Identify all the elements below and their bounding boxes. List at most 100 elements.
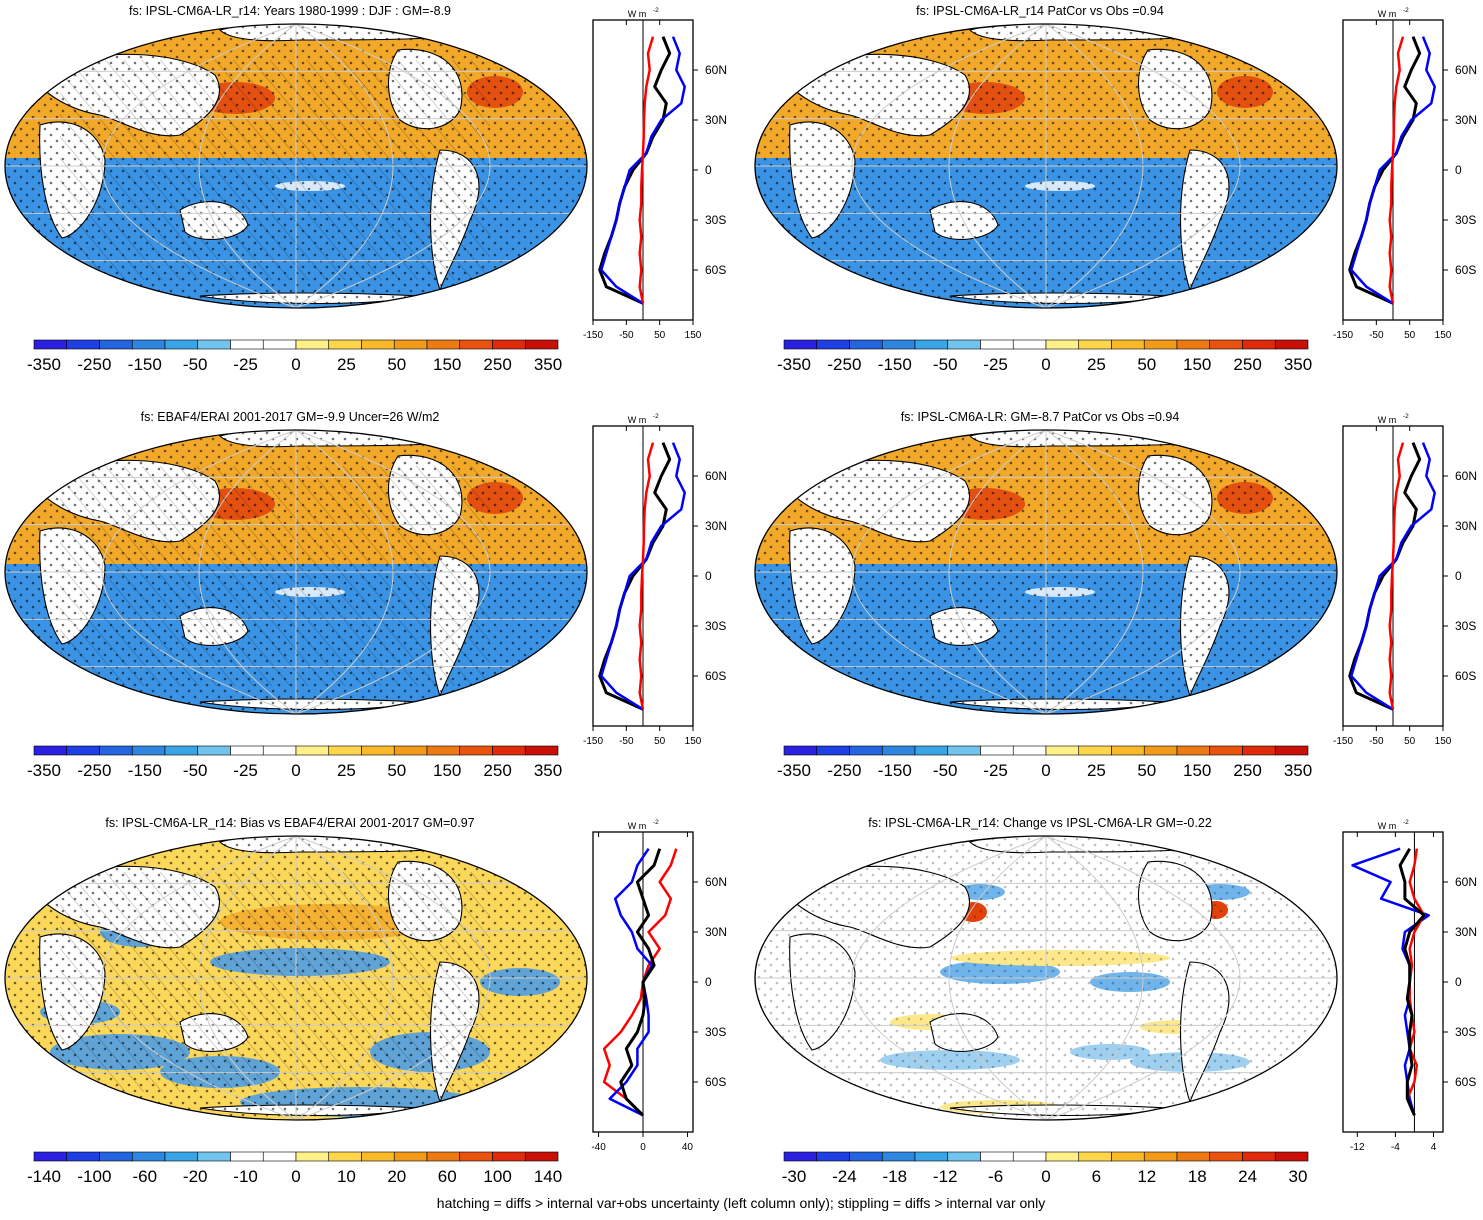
y-tick-label: 30S (1455, 213, 1476, 227)
colorbar-segment (197, 1151, 231, 1162)
colorbar-segment (524, 1151, 559, 1162)
zonal-mean-plot: W m -2 -40 0 40 60N 30N 0 30S 60S (591, 819, 727, 1153)
colorbar-label: 25 (1087, 761, 1106, 780)
graticule-lon (948, 836, 1047, 1120)
graticule-lon (101, 24, 297, 308)
black-zonal-line (598, 36, 672, 305)
x-tick-label: -50 (1369, 736, 1384, 747)
y-tick-label: 60N (1455, 875, 1477, 889)
colorbar-label: 0 (1041, 1167, 1050, 1186)
colorbar-label: 20 (387, 1167, 406, 1186)
colorbar-segment (947, 339, 981, 350)
colorbar-label: -30 (782, 1167, 807, 1186)
y-tick-label: 60N (1455, 63, 1477, 77)
colorbar-segment (164, 1151, 199, 1162)
colorbar-segment (262, 339, 297, 350)
colorbar-label: -150 (128, 761, 162, 780)
colorbar-label: 150 (433, 355, 461, 374)
panel-title: fs: IPSL-CM6A-LR_r14: Bias vs EBAF4/ERAI… (105, 816, 474, 830)
y-tick-label: 0 (1455, 163, 1462, 177)
x-tick-label: 50 (1404, 736, 1416, 747)
black-zonal-line (1348, 442, 1422, 711)
colorbar-label: -250 (77, 355, 111, 374)
graticule-lon (1045, 430, 1144, 714)
y-tick-label: 60N (705, 875, 727, 889)
colorbar-label: -250 (77, 761, 111, 780)
colorbar-label: -12 (933, 1167, 958, 1186)
graticule-lon (295, 430, 394, 714)
colorbar-label: 25 (337, 355, 356, 374)
colorbar-segment (66, 339, 100, 350)
colorbar-label: -25 (233, 355, 258, 374)
colorbar-segment (1078, 339, 1112, 350)
y-tick-label: 30N (1455, 113, 1477, 127)
colorbar-label: 350 (1284, 761, 1312, 780)
colorbar-segment (1176, 1151, 1211, 1162)
colorbar-segment (262, 1151, 297, 1162)
zonal-mean-plot: W m -2 -150 -50 50 150 60N 30N 0 30S 60S (1333, 413, 1477, 747)
colorbar-segment (1045, 745, 1080, 756)
colorbar-segment (328, 339, 362, 350)
colorbar-segment (492, 339, 526, 350)
colorbar-segment (99, 745, 133, 756)
colorbar-segment (164, 339, 199, 350)
colorbar-segment (947, 1151, 981, 1162)
graticule-lon (101, 836, 297, 1120)
stippling-overlay (755, 430, 1337, 714)
colorbar-label: -18 (883, 1167, 908, 1186)
y-tick-label: 0 (1455, 975, 1462, 989)
colorbar-label: 350 (534, 761, 562, 780)
colorbar-segment (849, 1151, 883, 1162)
colorbar-label: 150 (433, 761, 461, 780)
colorbar-label: 30 (1289, 1167, 1308, 1186)
colorbar-label: -25 (983, 355, 1008, 374)
blue-zonal-line (600, 36, 686, 305)
y-tick-label: 60S (705, 263, 726, 277)
panel-1: fs: IPSL-CM6A-LR_r14: Years 1980-1999 : … (4, 4, 727, 374)
colorbar-segment (1242, 1151, 1276, 1162)
colorbar: -350 -250 -150 -50 -25 0 25 50 150 250 350 (27, 745, 562, 780)
x-tick-label: 4 (1431, 1142, 1437, 1153)
colorbar-segment (1143, 339, 1178, 350)
colorbar-segment (131, 339, 166, 350)
zonal-mean-plot: W m -2 -150 -50 50 150 60N 30N 0 30S 60S (1333, 7, 1477, 341)
y-tick-label: 60S (1455, 1075, 1476, 1089)
colorbar-label: -25 (233, 761, 258, 780)
colorbar-segment (262, 745, 297, 756)
y-tick-label: 60N (1455, 469, 1477, 483)
x-tick-label: -50 (619, 736, 634, 747)
colorbar-segment (230, 339, 264, 350)
colorbar-segment (33, 745, 68, 756)
colorbar-label: 50 (387, 355, 406, 374)
x-tick-label: -50 (619, 330, 634, 341)
colorbar-segment (230, 1151, 264, 1162)
colorbar-segment (328, 745, 362, 756)
graticule-lon (295, 430, 491, 714)
graticule-lon (948, 24, 1047, 308)
colorbar-label: -50 (183, 761, 208, 780)
colorbar-label: 25 (1087, 355, 1106, 374)
colorbar: -350 -250 -150 -50 -25 0 25 50 150 250 350 (777, 745, 1312, 780)
y-tick-label: 30N (705, 925, 727, 939)
y-tick-label: 30S (1455, 619, 1476, 633)
colorbar-segment (1012, 745, 1047, 756)
colorbar-segment (914, 339, 949, 350)
colorbar-segment (66, 1151, 100, 1162)
panel-title: fs: EBAF4/ERAI 2001-2017 GM=-9.9 Uncer=2… (141, 410, 440, 424)
colorbar-segment (783, 745, 818, 756)
colorbar-label: 50 (387, 761, 406, 780)
x-tick-label: 50 (1404, 330, 1416, 341)
colorbar-label: -6 (988, 1167, 1003, 1186)
colorbar-segment (230, 745, 264, 756)
graticule-lon (198, 430, 297, 714)
colorbar-segment (816, 339, 850, 350)
y-tick-label: 30S (705, 213, 726, 227)
panel-6: fs: IPSL-CM6A-LR_r14: Change vs IPSL-CM6… (754, 816, 1477, 1186)
red-zonal-line (638, 36, 655, 304)
colorbar-segment (1143, 1151, 1178, 1162)
y-tick-label: 0 (705, 569, 712, 583)
y-tick-label: 60S (1455, 669, 1476, 683)
colorbar-segment (33, 339, 68, 350)
